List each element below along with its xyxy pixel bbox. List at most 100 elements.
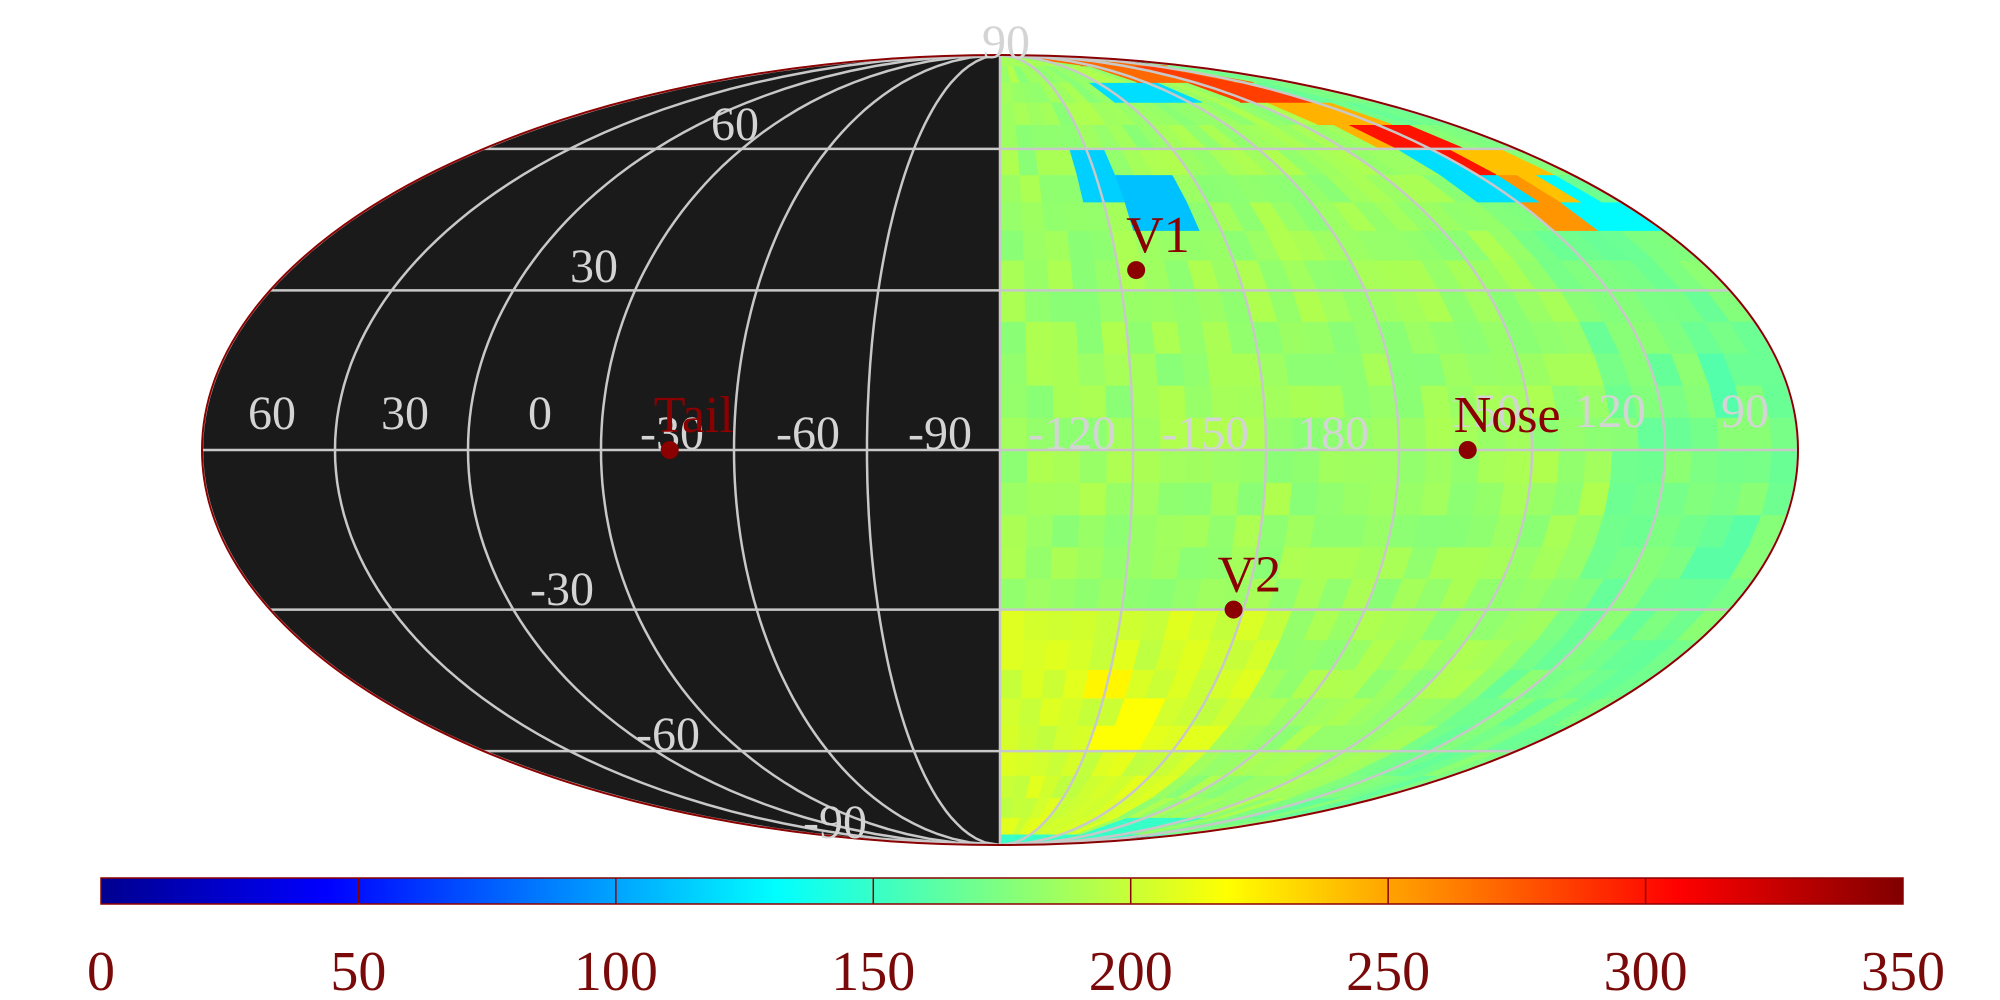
data-cell — [1076, 514, 1106, 548]
colorbar-gradient — [100, 877, 1904, 905]
colorbar-tick-label: 350 — [1861, 941, 1945, 1000]
data-cell — [1662, 417, 1693, 451]
data-cell — [1529, 449, 1560, 483]
data-cell — [1048, 289, 1076, 322]
colorbar-ticks: 0 50 100 150 200 250 300 350 — [87, 878, 1945, 1000]
data-cell — [1128, 352, 1158, 386]
data-cell — [1076, 352, 1106, 386]
data-cell — [1072, 578, 1102, 610]
data-cell — [1078, 482, 1107, 516]
data-cell — [1016, 724, 1039, 752]
data-cell — [1075, 546, 1104, 579]
data-cell — [1503, 449, 1533, 483]
data-cell — [1688, 417, 1719, 451]
data-cell — [1154, 352, 1185, 386]
data-cell — [1130, 384, 1160, 418]
data-cell — [1000, 417, 1028, 451]
data-cell — [1104, 482, 1134, 516]
longitude-label: -90 — [908, 407, 972, 460]
longitude-label: 30 — [381, 387, 429, 440]
data-cell — [1075, 321, 1104, 354]
data-cell — [1051, 352, 1080, 386]
longitude-label: -150 — [1161, 407, 1249, 460]
data-cell — [1022, 609, 1050, 641]
data-cell — [1000, 289, 1026, 322]
data-cell — [1150, 321, 1181, 354]
marker-label: V1 — [1126, 207, 1190, 264]
data-cell — [1000, 514, 1027, 548]
data-cell — [1000, 546, 1027, 579]
data-cell — [1000, 750, 1018, 776]
marker-dot — [1127, 261, 1146, 280]
data-cell — [1125, 546, 1156, 579]
data-cell — [1072, 289, 1102, 322]
data-cell — [1150, 546, 1181, 579]
data-cell — [1283, 514, 1316, 548]
data-cell — [1046, 259, 1074, 291]
colorbar-tick-label: 250 — [1346, 941, 1430, 1000]
data-cell — [1000, 352, 1027, 386]
latitude-label: -90 — [803, 796, 867, 849]
latitude-label: 60 — [711, 98, 759, 151]
data-cell — [1183, 482, 1213, 516]
data-cell — [1000, 578, 1026, 610]
data-cell — [1023, 289, 1051, 322]
data-cell — [1000, 230, 1024, 261]
data-cell — [1100, 321, 1130, 354]
data-cell — [1370, 417, 1400, 451]
data-cell — [1040, 669, 1067, 699]
longitude-label: -120 — [1028, 407, 1116, 460]
data-cell — [1130, 482, 1160, 516]
data-cell — [1000, 321, 1027, 354]
data-cell — [1288, 482, 1319, 516]
data-cell — [1715, 449, 1746, 483]
data-cell — [1156, 482, 1187, 516]
data-cell — [1021, 230, 1048, 261]
longitude-label: 180 — [1297, 407, 1369, 460]
data-cell — [1264, 417, 1294, 451]
data-cell — [1423, 449, 1453, 483]
data-cell — [1635, 449, 1666, 483]
data-cell — [1046, 609, 1074, 641]
data-cell — [1768, 417, 1798, 451]
data-cell — [1000, 817, 1011, 835]
data-cell — [1000, 102, 1016, 125]
data-cell — [1043, 639, 1071, 670]
data-cell — [1049, 321, 1078, 354]
data-cell — [1205, 514, 1237, 548]
data-cell — [1476, 449, 1506, 483]
latitude-label: -60 — [636, 708, 700, 761]
data-cell — [1000, 65, 1011, 83]
data-cell — [1102, 352, 1132, 386]
data-cell — [1370, 449, 1400, 483]
data-cell — [1556, 449, 1586, 483]
data-cell — [1024, 546, 1053, 579]
colorbar-tick-label: 0 — [87, 941, 115, 1000]
marker-label: V2 — [1218, 547, 1282, 604]
data-cell — [1069, 259, 1098, 291]
data-cell — [1025, 352, 1053, 386]
marker-dot — [1458, 441, 1477, 459]
data-cell — [1000, 201, 1023, 231]
data-cell — [1209, 482, 1240, 516]
data-cell — [1283, 352, 1316, 386]
data-cell — [1065, 230, 1094, 261]
data-cell — [1662, 449, 1693, 483]
data-cell — [1261, 482, 1293, 516]
data-cell — [1000, 259, 1025, 291]
data-cell — [1688, 449, 1719, 483]
data-cell — [1132, 449, 1161, 483]
data-cell — [1419, 384, 1452, 418]
marker-dot — [1224, 600, 1243, 619]
data-cell — [1175, 546, 1207, 579]
longitude-label: 120 — [1574, 385, 1646, 438]
data-cell — [1043, 230, 1071, 261]
data-cell — [1609, 449, 1639, 483]
data-cell — [1025, 514, 1053, 548]
data-cell — [1000, 697, 1022, 726]
colorbar-tick-label: 100 — [574, 941, 658, 1000]
data-cell — [1582, 449, 1613, 483]
data-cell — [1154, 514, 1185, 548]
data-cell — [1000, 797, 1014, 818]
